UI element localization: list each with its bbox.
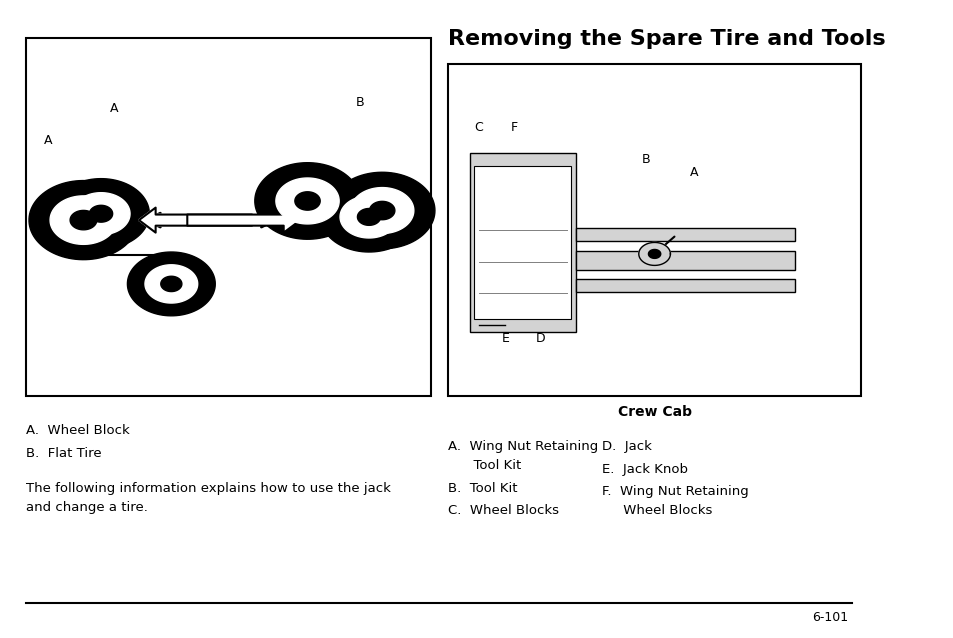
Text: B.  Tool Kit: B. Tool Kit <box>448 482 517 494</box>
Polygon shape <box>128 252 215 316</box>
Text: A: A <box>44 134 52 147</box>
Polygon shape <box>275 178 339 224</box>
Polygon shape <box>339 196 397 238</box>
FancyBboxPatch shape <box>27 38 430 396</box>
Polygon shape <box>254 163 360 239</box>
Polygon shape <box>51 196 116 244</box>
Bar <box>575 228 795 241</box>
Polygon shape <box>351 188 414 234</box>
Polygon shape <box>357 209 380 225</box>
Bar <box>575 279 795 292</box>
Text: B.  Flat Tire: B. Flat Tire <box>27 447 102 459</box>
Text: Tool Kit: Tool Kit <box>448 459 521 472</box>
Text: E: E <box>500 332 509 345</box>
Text: A: A <box>110 102 118 115</box>
Text: D: D <box>535 332 544 345</box>
Text: B: B <box>640 153 649 166</box>
Polygon shape <box>648 249 660 258</box>
Text: A: A <box>689 166 698 179</box>
Text: E.  Jack Knob: E. Jack Knob <box>601 463 687 475</box>
Polygon shape <box>29 181 138 260</box>
Text: Removing the Spare Tire and Tools: Removing the Spare Tire and Tools <box>448 29 884 48</box>
Polygon shape <box>639 242 670 265</box>
Text: D.  Jack: D. Jack <box>601 440 651 453</box>
Polygon shape <box>161 276 182 292</box>
Text: Wheel Blocks: Wheel Blocks <box>601 504 712 517</box>
FancyArrowPatch shape <box>139 207 252 233</box>
Text: B: B <box>355 96 364 108</box>
Polygon shape <box>71 211 96 230</box>
Polygon shape <box>90 205 112 222</box>
Text: F: F <box>510 121 517 134</box>
Polygon shape <box>145 265 197 303</box>
Text: Crew Cab: Crew Cab <box>617 404 691 419</box>
Bar <box>470 153 575 332</box>
Text: C.  Wheel Blocks: C. Wheel Blocks <box>448 504 558 517</box>
Text: The following information explains how to use the jack
and change a tire.: The following information explains how t… <box>27 482 391 514</box>
Polygon shape <box>52 179 150 249</box>
Polygon shape <box>320 182 416 252</box>
Text: C: C <box>474 121 483 134</box>
FancyArrowPatch shape <box>139 207 252 233</box>
Polygon shape <box>294 192 320 210</box>
Bar <box>575 251 795 270</box>
Text: F.  Wing Nut Retaining: F. Wing Nut Retaining <box>601 485 748 498</box>
Text: 6-101: 6-101 <box>811 611 847 624</box>
Polygon shape <box>72 193 130 235</box>
Bar <box>474 166 571 319</box>
FancyArrowPatch shape <box>187 207 300 233</box>
Text: A.  Wing Nut Retaining: A. Wing Nut Retaining <box>448 440 598 453</box>
Polygon shape <box>369 202 395 219</box>
Polygon shape <box>329 172 435 249</box>
FancyBboxPatch shape <box>448 64 861 396</box>
Text: A.  Wheel Block: A. Wheel Block <box>27 424 130 437</box>
